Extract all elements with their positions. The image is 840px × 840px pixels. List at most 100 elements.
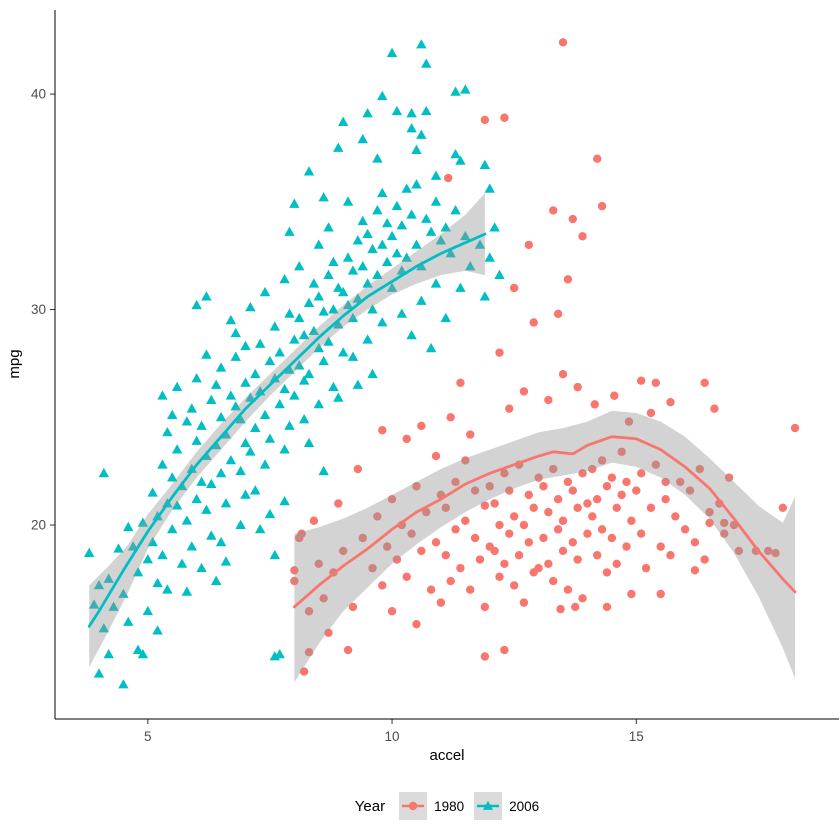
point-2006 <box>430 278 442 288</box>
point-2006 <box>113 543 124 553</box>
point-1980 <box>373 512 382 521</box>
point-2006 <box>245 446 256 456</box>
point-1980 <box>466 430 475 439</box>
point-2006 <box>430 170 442 180</box>
point-2006 <box>181 515 193 525</box>
point-2006 <box>210 379 222 389</box>
legend-key-marker-circle <box>408 801 418 811</box>
point-2006 <box>259 286 271 297</box>
point-1980 <box>495 520 504 530</box>
point-2006 <box>484 183 495 193</box>
point-1980 <box>734 546 744 556</box>
point-1980 <box>304 607 314 616</box>
point-2006 <box>196 420 207 430</box>
point-1980 <box>500 469 509 478</box>
point-1980 <box>651 460 661 469</box>
point-2006 <box>235 519 246 529</box>
point-2006 <box>445 248 456 258</box>
point-2006 <box>245 301 256 312</box>
point-2006 <box>191 435 202 445</box>
confidence-band-2006 <box>89 193 485 668</box>
point-1980 <box>790 423 800 433</box>
point-1980 <box>353 464 363 474</box>
point-2006 <box>425 226 437 236</box>
point-2006 <box>147 536 158 547</box>
point-2006 <box>347 265 359 275</box>
point-1980 <box>656 589 665 599</box>
x-tick-label: 10 <box>385 729 400 744</box>
point-2006 <box>167 472 178 482</box>
point-2006 <box>250 368 261 379</box>
point-2006 <box>215 411 227 422</box>
point-2006 <box>347 312 359 323</box>
point-2006 <box>230 401 241 411</box>
point-1980 <box>661 477 670 487</box>
point-1980 <box>558 38 568 47</box>
point-1980 <box>676 477 685 487</box>
point-1980 <box>519 520 529 530</box>
legend-key-marker-triangle <box>483 800 494 810</box>
point-2006 <box>421 58 432 68</box>
point-1980 <box>593 551 602 560</box>
point-1980 <box>309 516 319 525</box>
point-1980 <box>700 378 709 388</box>
point-1980 <box>441 551 450 560</box>
point-2006 <box>240 489 251 499</box>
point-1980 <box>456 378 465 388</box>
point-1980 <box>612 559 621 569</box>
point-1980 <box>573 382 582 392</box>
point-2006 <box>377 187 388 198</box>
point-2006 <box>435 235 447 245</box>
point-1980 <box>610 391 619 400</box>
point-2006 <box>298 414 310 424</box>
point-1980 <box>412 482 421 491</box>
point-1980 <box>480 602 490 612</box>
confidence-band-1980 <box>294 410 795 683</box>
point-1980 <box>387 494 397 504</box>
point-2006 <box>333 392 344 402</box>
point-2006 <box>401 183 412 193</box>
point-2006 <box>157 390 168 400</box>
point-1980 <box>568 214 577 224</box>
point-2006 <box>240 340 251 351</box>
point-2006 <box>386 282 398 292</box>
point-2006 <box>269 549 281 560</box>
point-2006 <box>333 319 344 329</box>
point-1980 <box>622 477 631 487</box>
x-tick-label: 15 <box>629 729 644 744</box>
point-1980 <box>544 395 553 405</box>
point-1980 <box>505 529 514 538</box>
point-1980 <box>607 533 617 543</box>
point-2006 <box>425 342 437 353</box>
point-2006 <box>264 508 276 519</box>
point-1980 <box>636 529 646 538</box>
point-1980 <box>431 451 441 461</box>
point-2006 <box>264 433 276 443</box>
point-2006 <box>186 403 197 413</box>
point-2006 <box>152 625 163 635</box>
point-2006 <box>225 454 237 465</box>
point-2006 <box>440 222 451 232</box>
point-1980 <box>314 559 323 569</box>
point-1980 <box>651 378 661 388</box>
point-2006 <box>118 588 129 598</box>
point-1980 <box>578 469 587 478</box>
point-1980 <box>534 473 543 482</box>
point-2006 <box>294 261 305 271</box>
point-2006 <box>137 648 149 659</box>
point-1980 <box>490 499 499 508</box>
point-2006 <box>352 379 364 389</box>
point-1980 <box>571 602 580 612</box>
point-1980 <box>446 576 455 586</box>
point-2006 <box>440 312 451 323</box>
point-2006 <box>201 504 212 514</box>
point-2006 <box>367 243 378 254</box>
point-1980 <box>563 477 573 487</box>
y-axis-ticks: 20 30 40 <box>31 87 55 533</box>
point-1980 <box>602 602 612 612</box>
point-2006 <box>147 487 158 497</box>
point-2006 <box>455 282 466 292</box>
point-2006 <box>103 573 114 583</box>
point-1980 <box>700 555 709 564</box>
